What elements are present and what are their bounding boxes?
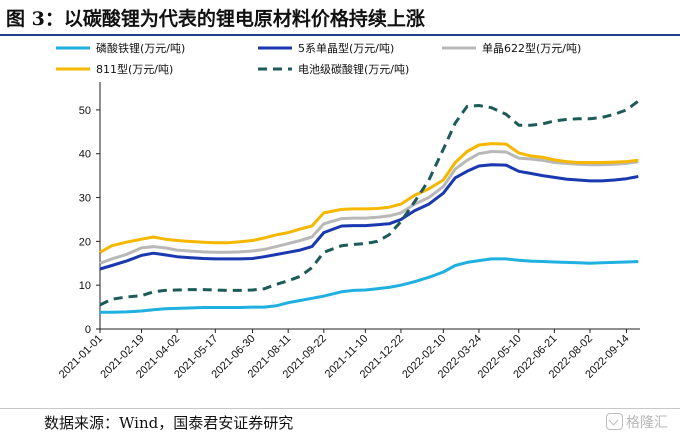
y-tick-label: 20 <box>79 236 91 248</box>
watermark-text: 格隆汇 <box>626 415 668 431</box>
series-line-3 <box>99 150 639 265</box>
legend-label-3: 单晶622型(万元/吨) <box>482 41 581 55</box>
x-tick-label: 2021-01-01 <box>57 333 105 381</box>
y-tick-label: 10 <box>79 280 91 292</box>
y-tick-label: 30 <box>79 193 91 205</box>
legend-label-2: 5系单晶型(万元/吨) <box>298 41 394 55</box>
series-line-1 <box>100 257 639 314</box>
source-note: 数据来源：Wind，国泰君安证券研究 <box>44 414 294 432</box>
legend-label-4: 811型(万元/吨) <box>96 62 173 76</box>
legend-label-5: 电池级碳酸锂(万元/吨) <box>298 62 409 76</box>
series-line-4 <box>99 142 639 254</box>
line-chart: 010203040502021-01-012021-02-192021-04-0… <box>56 41 640 381</box>
y-tick-label: 40 <box>79 149 91 161</box>
source-rule <box>0 408 680 409</box>
series-line-5 <box>99 99 640 307</box>
watermark-logo-icon <box>606 413 623 430</box>
y-tick-label: 0 <box>85 324 91 336</box>
title-rule <box>0 34 680 36</box>
series-line-2 <box>99 163 639 271</box>
legend-label-1: 磷酸铁锂(万元/吨) <box>96 41 185 55</box>
figure-title: 图 3：以碳酸锂为代表的锂电原材料价格持续上涨 <box>6 8 425 30</box>
watermark: 格隆汇 <box>606 412 668 432</box>
y-tick-label: 50 <box>79 105 91 117</box>
